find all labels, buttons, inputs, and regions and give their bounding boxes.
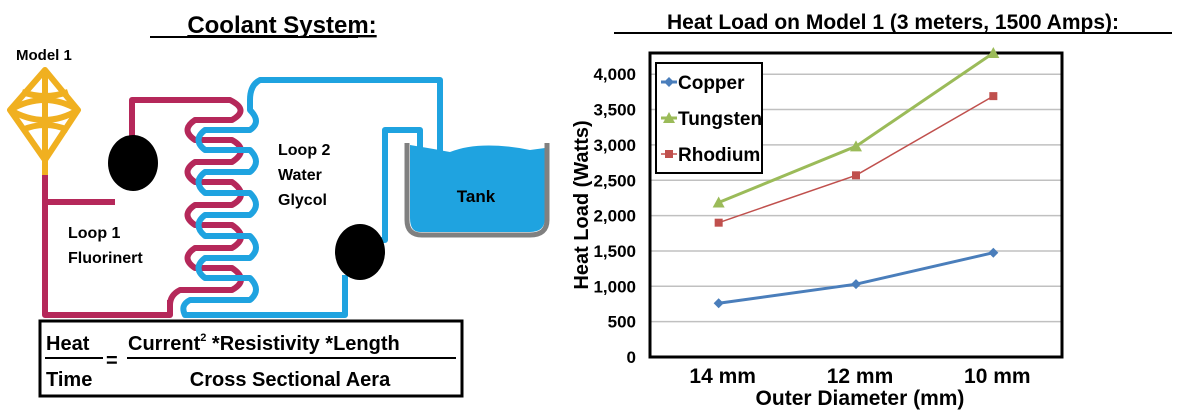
- pump-2-icon: [335, 224, 385, 280]
- y-tick-label: 2,000: [593, 207, 636, 226]
- legend-marker-tungsten: [663, 112, 675, 123]
- y-tick-label: 500: [608, 313, 636, 332]
- y-tick-label: 4,000: [593, 65, 636, 84]
- data-point-tungsten: [712, 196, 725, 208]
- data-point-copper: [988, 247, 999, 258]
- pump-1-icon: [108, 135, 158, 191]
- formula-lhs-numerator: Heat: [46, 333, 90, 355]
- tank-label: Tank: [457, 187, 496, 206]
- data-point-rhodium: [852, 171, 860, 180]
- y-tick-label: 3,500: [593, 101, 636, 120]
- x-axis-label: Outer Diameter (mm): [756, 387, 965, 410]
- loop-1-pipe: [42, 97, 244, 318]
- data-point-rhodium: [714, 218, 723, 227]
- data-point-tungsten: [987, 47, 1000, 58]
- data-point-tungsten: [850, 140, 862, 152]
- formula-lhs-denominator: Time: [46, 369, 92, 391]
- model-1-icon: [7, 67, 81, 175]
- legend-label-copper: Copper: [678, 73, 745, 94]
- x-tick-label: 10 mm: [964, 365, 1031, 388]
- x-tick-label: 14 mm: [689, 365, 756, 388]
- data-point-copper: [713, 298, 724, 309]
- legend-marker-rhodium: [665, 150, 673, 158]
- heat-formula: Heat Time = Current2 *Resistivity *Lengt…: [38, 319, 464, 398]
- formula-rhs-numerator: Current2 *Resistivity *Length: [128, 332, 400, 355]
- diagram-title: Coolant System:: [187, 12, 376, 39]
- formula-rhs-denominator: Cross Sectional Aera: [190, 369, 391, 391]
- model-label: Model 1: [16, 47, 72, 64]
- legend-label-tungsten: Tungsten: [678, 109, 762, 130]
- plot-area: [648, 51, 1064, 359]
- y-tick-label: 1,000: [593, 277, 636, 296]
- heat-load-chart: Heat Load on Model 1 (3 meters, 1500 Amp…: [571, 11, 1172, 410]
- y-tick-label: 1,500: [593, 242, 636, 261]
- series-line-copper: [718, 251, 994, 305]
- formula-equals: =: [106, 350, 118, 372]
- tank: Tank: [404, 143, 550, 238]
- x-tick-label: 12 mm: [827, 365, 894, 388]
- y-tick-label: 3,000: [593, 136, 636, 155]
- data-point-rhodium: [989, 92, 998, 101]
- data-point-copper: [851, 279, 861, 290]
- chart-title: Heat Load on Model 1 (3 meters, 1500 Amp…: [667, 11, 1119, 34]
- y-tick-label: 2,500: [593, 171, 636, 190]
- legend: Copper Tungsten Rhodium: [655, 62, 763, 174]
- loop-1-label: Loop 1 Fluorinert: [68, 225, 143, 267]
- coolant-diagram: Coolant System: Model 1 Tank: [7, 12, 550, 318]
- legend-label-rhodium: Rhodium: [678, 145, 760, 166]
- y-axis-label: Heat Load (Watts): [571, 120, 593, 289]
- loop-2-label: Loop 2 Water Glycol: [278, 142, 335, 209]
- legend-marker-copper: [664, 77, 674, 87]
- y-tick-label: 0: [627, 348, 636, 367]
